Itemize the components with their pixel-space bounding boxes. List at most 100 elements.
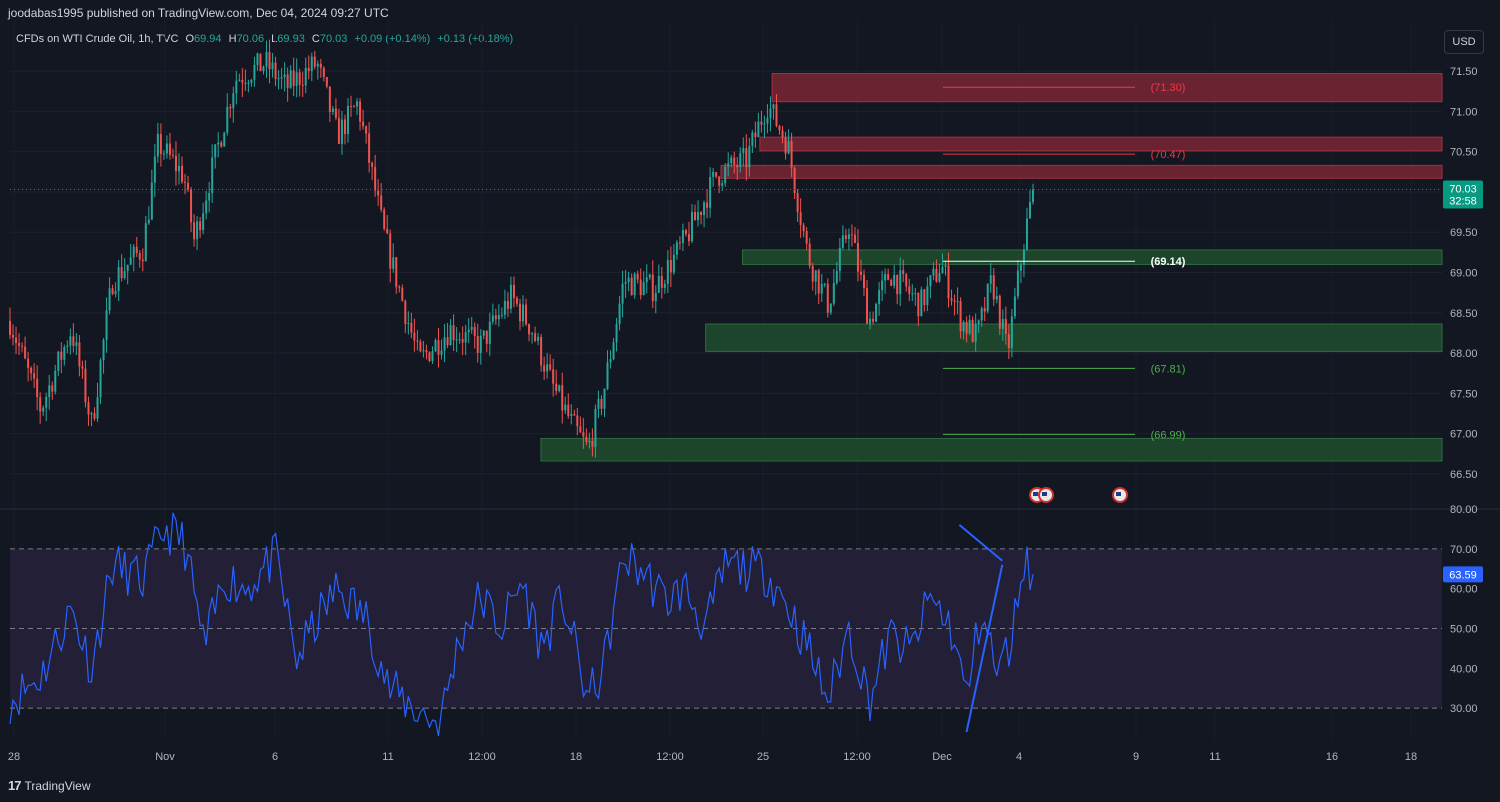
candle-body xyxy=(769,108,772,118)
candle-body xyxy=(739,153,742,168)
candle-body xyxy=(799,212,802,225)
candle-body xyxy=(51,385,54,392)
candle-body xyxy=(18,343,21,346)
flag-canton-icon xyxy=(1116,492,1121,496)
candle-body xyxy=(78,342,81,367)
candle-body xyxy=(582,432,585,437)
candle-body xyxy=(703,202,706,216)
candle-body xyxy=(968,319,971,334)
candle-body xyxy=(515,298,518,304)
candle-body xyxy=(455,339,458,341)
candle-body xyxy=(709,176,712,208)
price-tick-label: 68.00 xyxy=(1450,348,1478,360)
candle-body xyxy=(377,190,380,196)
candle-body xyxy=(141,259,144,262)
candle-body xyxy=(573,414,576,416)
candle-body xyxy=(512,284,515,299)
candle-body xyxy=(247,82,250,84)
currency-button[interactable]: USD xyxy=(1444,30,1484,54)
candle-body xyxy=(208,193,211,201)
candle-body xyxy=(253,64,256,80)
candle-body xyxy=(600,398,603,409)
time-tick-label: 18 xyxy=(1405,751,1417,763)
candle-body xyxy=(434,340,437,352)
candle-body xyxy=(57,351,60,371)
candle-body xyxy=(42,407,45,412)
candle-body xyxy=(953,300,956,302)
low-label: L xyxy=(271,33,278,45)
candle-body xyxy=(422,350,425,352)
candle-body xyxy=(859,271,862,275)
symbol-legend[interactable]: CFDs on WTI Crude Oil, 1h, TVC O69.94 H7… xyxy=(16,33,513,45)
candle-body xyxy=(24,346,27,359)
change-value: +0.09 (+0.14%) xyxy=(354,33,431,45)
candle-body xyxy=(437,340,440,355)
candle-body xyxy=(962,322,965,332)
candle-body xyxy=(793,167,796,194)
candle-body xyxy=(914,292,917,294)
candle-body xyxy=(277,78,280,80)
candle-body xyxy=(386,228,389,234)
candle-body xyxy=(814,270,817,282)
candle-body xyxy=(941,266,944,274)
candle-body xyxy=(534,333,537,341)
candle-body xyxy=(838,247,841,272)
candle-body xyxy=(920,289,923,317)
candle-body xyxy=(220,142,223,147)
footer-brand[interactable]: 17 TradingView xyxy=(8,778,91,793)
tradingview-logo-icon: 17 xyxy=(8,778,22,793)
candle-body xyxy=(829,303,832,313)
candle-body xyxy=(33,373,36,379)
candle-body xyxy=(45,396,48,408)
candle-body xyxy=(491,315,494,322)
candle-body xyxy=(503,300,506,315)
time-tick-label: 11 xyxy=(382,751,393,763)
price-tick-label: 71.50 xyxy=(1450,66,1478,78)
candle-body xyxy=(144,223,147,262)
candle-body xyxy=(742,148,745,154)
close-label: C xyxy=(311,33,320,45)
candle-body xyxy=(748,146,751,168)
candle-body xyxy=(823,283,826,285)
candle-body xyxy=(362,121,365,127)
candle-body xyxy=(1007,333,1010,349)
candle-body xyxy=(307,68,310,72)
candle-body xyxy=(537,336,540,341)
candle-body xyxy=(132,246,135,258)
candle-body xyxy=(153,156,156,183)
time-tick-label: 18 xyxy=(570,751,582,763)
candle-body xyxy=(585,436,588,443)
candle-body xyxy=(168,143,171,155)
candle-body xyxy=(304,68,307,86)
candle-body xyxy=(123,271,126,279)
candle-body xyxy=(162,153,165,155)
candle-body xyxy=(229,106,232,109)
candle-body xyxy=(666,259,669,284)
candle-body xyxy=(96,397,99,419)
candle-body xyxy=(724,166,727,184)
candle-body xyxy=(114,291,117,295)
candle-body xyxy=(319,63,322,68)
candle-body xyxy=(105,310,108,340)
candle-body xyxy=(869,318,872,324)
price-tick-label: 69.50 xyxy=(1450,227,1478,239)
candle-body xyxy=(359,101,362,122)
rsi-line xyxy=(9,512,1034,737)
candle-body xyxy=(428,352,431,361)
candle-body xyxy=(226,106,229,133)
candle-body xyxy=(935,268,938,282)
candle-body xyxy=(805,231,808,244)
candle-body xyxy=(591,440,594,447)
candle-body xyxy=(66,345,69,348)
candle-body xyxy=(1028,202,1031,219)
candle-body xyxy=(706,202,709,208)
candle-body xyxy=(558,385,561,391)
candle-body xyxy=(60,351,63,360)
candle-body xyxy=(633,273,636,296)
candle-body xyxy=(235,80,238,94)
candle-body xyxy=(21,345,24,347)
candle-body xyxy=(691,211,693,242)
candle-body xyxy=(654,292,657,302)
candle-body xyxy=(826,283,829,313)
